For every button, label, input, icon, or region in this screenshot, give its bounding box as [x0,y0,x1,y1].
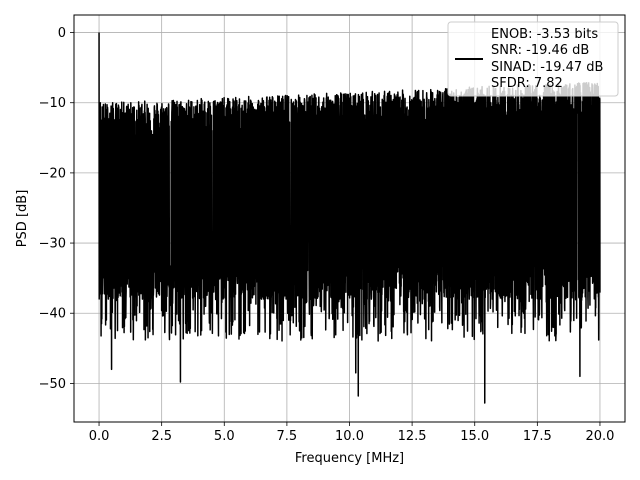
y-tick-label: −20 [39,166,66,181]
y-axis-label: PSD [dB] [15,190,30,248]
x-tick-label: 12.5 [398,429,427,444]
x-tick-label: 7.5 [277,429,298,444]
x-tick-label: 15.0 [460,429,489,444]
y-tick-label: 0 [58,26,66,41]
x-tick-label: 2.5 [151,429,172,444]
ticks: 0.0 2.5 5.0 7.5 10.0 12.5 15.0 17.5 20.0 0 −10 −20 −… [39,26,615,444]
x-axis-label: Frequency [MHz] [295,451,404,466]
legend-enob: ENOB: -3.53 bits [491,27,598,42]
x-tick-label: 0.0 [89,429,110,444]
legend-snr: SNR: -19.46 dB [491,43,589,58]
legend: ENOB: -3.53 bits SNR: -19.46 dB SINAD: -… [447,21,619,97]
x-tick-label: 17.5 [523,429,552,444]
psd-series-line [98,32,601,404]
legend-sfdr: SFDR: 7.82 [491,76,563,91]
plot-area [98,32,601,404]
x-tick-label: 5.0 [214,429,235,444]
legend-sinad: SINAD: -19.47 dB [491,60,603,75]
y-tick-label: −30 [39,237,66,252]
x-tick-label: 10.0 [335,429,364,444]
y-tick-label: −40 [39,307,66,322]
y-tick-label: −10 [39,96,66,111]
x-tick-label: 20.0 [585,429,614,444]
y-tick-label: −50 [39,377,66,392]
legend-box [447,21,619,97]
